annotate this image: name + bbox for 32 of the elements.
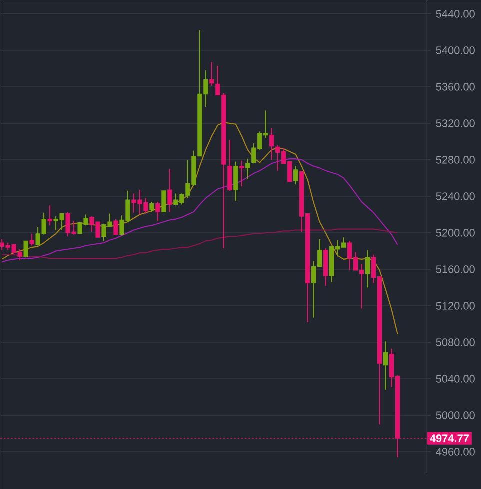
y-tick-label: 5000.00	[436, 412, 475, 420]
candlestick	[150, 201, 154, 212]
y-tick-label: 5120.00	[436, 302, 475, 310]
y-tick-label: 5360.00	[436, 83, 475, 91]
y-tick-label: 5240.00	[436, 192, 475, 200]
y-tick-label: 5440.00	[436, 10, 475, 18]
candlestick	[162, 190, 166, 212]
y-tick-label: 5280.00	[436, 156, 475, 164]
y-tick-label: 5040.00	[436, 375, 475, 383]
y-tick-label: 5200.00	[436, 229, 475, 237]
candlestick	[270, 128, 274, 160]
candlestick	[168, 168, 172, 212]
y-tick-label: 5080.00	[436, 338, 475, 346]
candlestick	[114, 218, 118, 236]
candlestick	[156, 201, 160, 222]
line-series	[1, 122, 398, 335]
y-tick-label: 5320.00	[436, 120, 475, 128]
ref-line-label: 4974.77	[430, 434, 469, 442]
candlestick	[48, 205, 52, 226]
y-tick-label: 5160.00	[436, 266, 475, 274]
candlestick	[234, 161, 238, 202]
y-tick-label: 4960.00	[436, 448, 475, 456]
candlestick	[365, 250, 370, 288]
candlestick	[293, 166, 298, 186]
candlestick	[240, 160, 244, 187]
y-tick-label: 5400.00	[436, 46, 475, 54]
candlestick	[246, 158, 250, 180]
candlestick	[228, 139, 232, 192]
candlestick	[30, 233, 34, 246]
candlestick	[24, 240, 28, 258]
candlestick	[210, 62, 214, 87]
candlestick	[383, 341, 388, 390]
